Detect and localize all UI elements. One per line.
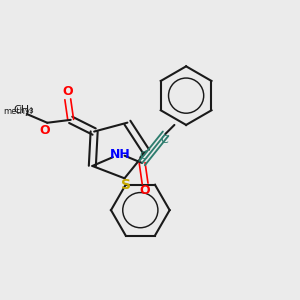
Text: NH: NH: [110, 148, 130, 161]
Text: O: O: [62, 85, 73, 98]
Text: S: S: [121, 178, 131, 192]
Text: CH₃: CH₃: [14, 105, 34, 115]
Text: C: C: [160, 135, 168, 145]
Text: C: C: [140, 151, 148, 161]
Text: O: O: [140, 184, 150, 197]
Text: O: O: [39, 124, 50, 136]
Text: methyl: methyl: [3, 106, 33, 116]
